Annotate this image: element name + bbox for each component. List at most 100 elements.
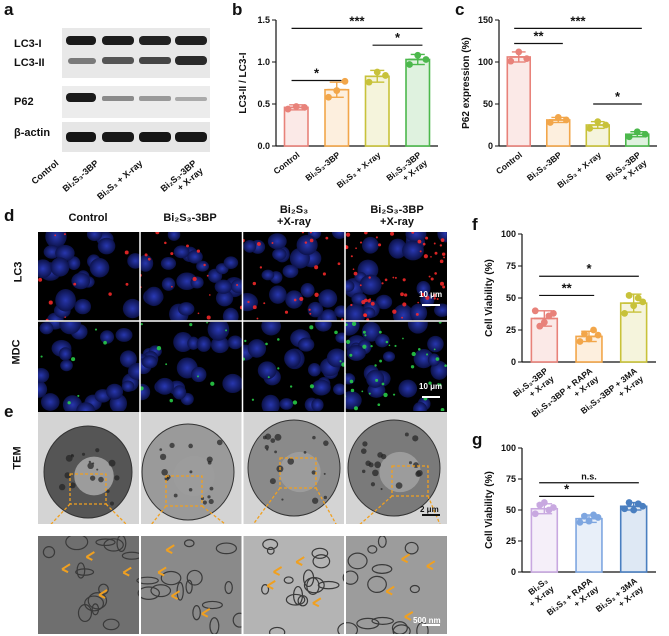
fluorescent-puncta bbox=[263, 302, 266, 305]
fluorescent-puncta bbox=[394, 344, 397, 348]
nucleus bbox=[122, 298, 140, 319]
fluorescent-puncta bbox=[144, 253, 148, 257]
tem-organelle bbox=[114, 475, 120, 481]
fluorescent-puncta bbox=[251, 398, 255, 401]
tem-scale-label-top: 2 μm bbox=[420, 505, 439, 514]
data-point bbox=[515, 48, 523, 56]
fluorescent-puncta bbox=[304, 241, 308, 244]
nucleus bbox=[257, 361, 277, 380]
fluorescent-puncta bbox=[362, 330, 366, 334]
nucleus bbox=[307, 301, 324, 318]
fluor-column-label: Bi₂S₃-3BP +X-ray bbox=[370, 204, 424, 228]
nucleus bbox=[119, 350, 137, 368]
fluorescent-puncta bbox=[430, 256, 432, 258]
data-point bbox=[639, 502, 647, 510]
nucleus bbox=[261, 269, 275, 281]
significance-label: * bbox=[615, 89, 621, 104]
tem-vesicle bbox=[215, 542, 238, 555]
tem-organelle bbox=[92, 462, 95, 465]
fluorescent-puncta bbox=[428, 275, 431, 278]
fluorescent-puncta bbox=[40, 355, 43, 358]
panel-letter-d: d bbox=[4, 206, 15, 225]
fluorescent-puncta bbox=[401, 316, 404, 319]
nucleus bbox=[297, 337, 315, 352]
tem-organelle bbox=[408, 461, 413, 465]
tem-organelle bbox=[69, 482, 76, 489]
tem-vesicle bbox=[183, 539, 195, 548]
blot-row-label: LC3-II bbox=[14, 57, 45, 69]
data-point bbox=[554, 114, 562, 121]
fluorescent-puncta bbox=[392, 309, 397, 314]
data-point bbox=[284, 105, 292, 113]
fluorescent-puncta bbox=[374, 364, 377, 367]
orange-arrow bbox=[426, 560, 436, 571]
nucleus bbox=[311, 398, 324, 411]
fluorescent-puncta bbox=[411, 232, 415, 234]
fluorescent-puncta bbox=[73, 282, 77, 286]
fluorescent-puncta bbox=[422, 242, 426, 246]
nucleus bbox=[173, 332, 193, 352]
fluorescent-puncta bbox=[309, 238, 314, 243]
tem-organelle bbox=[262, 435, 267, 440]
fluorescent-puncta bbox=[284, 310, 289, 314]
nucleus bbox=[196, 260, 209, 272]
data-point bbox=[639, 298, 647, 306]
fluorescent-puncta bbox=[169, 398, 173, 403]
fluorescent-puncta bbox=[368, 392, 371, 395]
tem-zoom-tile bbox=[344, 536, 447, 634]
fluorescent-puncta bbox=[244, 339, 247, 343]
fluorescent-puncta bbox=[349, 379, 354, 384]
fluorescent-puncta bbox=[277, 338, 280, 341]
fluorescent-puncta bbox=[308, 308, 311, 311]
tem-organelle bbox=[106, 489, 110, 493]
fluorescent-puncta bbox=[361, 390, 364, 393]
nucleus bbox=[361, 322, 381, 342]
nucleus bbox=[413, 348, 434, 369]
nucleus bbox=[375, 294, 393, 310]
data-point bbox=[585, 335, 593, 343]
data-point bbox=[602, 121, 610, 129]
nucleus bbox=[307, 363, 321, 377]
nucleus bbox=[366, 369, 385, 388]
fluorescent-puncta bbox=[170, 252, 174, 256]
y-axis-label: Cell Viability (%) bbox=[484, 471, 495, 549]
fluorescent-puncta bbox=[364, 232, 368, 235]
tem-vesicle bbox=[356, 617, 380, 630]
tem-vesicle bbox=[311, 547, 329, 559]
nucleus bbox=[267, 233, 287, 250]
fluorescent-puncta bbox=[197, 375, 199, 378]
bar bbox=[506, 56, 532, 147]
nucleus bbox=[38, 380, 48, 398]
nucleus bbox=[413, 402, 427, 411]
tem-vesicle bbox=[371, 564, 393, 574]
fluorescent-puncta bbox=[309, 325, 314, 330]
data-point bbox=[576, 338, 584, 345]
fluorescent-puncta bbox=[434, 251, 438, 255]
fluorescent-puncta bbox=[426, 353, 429, 356]
nucleus bbox=[402, 240, 424, 261]
fluorescent-puncta bbox=[210, 381, 215, 386]
fluor-column-label: Bi₂S₃-3BP bbox=[163, 212, 217, 224]
data-point bbox=[621, 309, 628, 317]
data-point bbox=[590, 326, 597, 334]
data-point bbox=[625, 499, 633, 506]
significance-label: ** bbox=[533, 29, 544, 44]
tem-vesicle bbox=[392, 624, 411, 634]
nucleus bbox=[409, 303, 428, 321]
fluorescent-puncta bbox=[339, 360, 342, 363]
nucleus bbox=[160, 256, 177, 270]
tem-vesicle bbox=[337, 622, 359, 634]
fluorescent-puncta bbox=[209, 294, 211, 296]
data-point bbox=[641, 130, 649, 138]
y-tick-label: 25 bbox=[506, 536, 516, 546]
fluorescent-puncta bbox=[355, 247, 357, 250]
nucleus bbox=[172, 385, 187, 400]
nucleus bbox=[59, 322, 81, 335]
orange-arrow bbox=[157, 566, 167, 577]
category-label: Bi₂S₃ + X-ray bbox=[335, 150, 383, 191]
tem-organelle bbox=[206, 456, 213, 463]
fluorescent-puncta bbox=[206, 315, 211, 320]
nucleus bbox=[398, 379, 418, 398]
